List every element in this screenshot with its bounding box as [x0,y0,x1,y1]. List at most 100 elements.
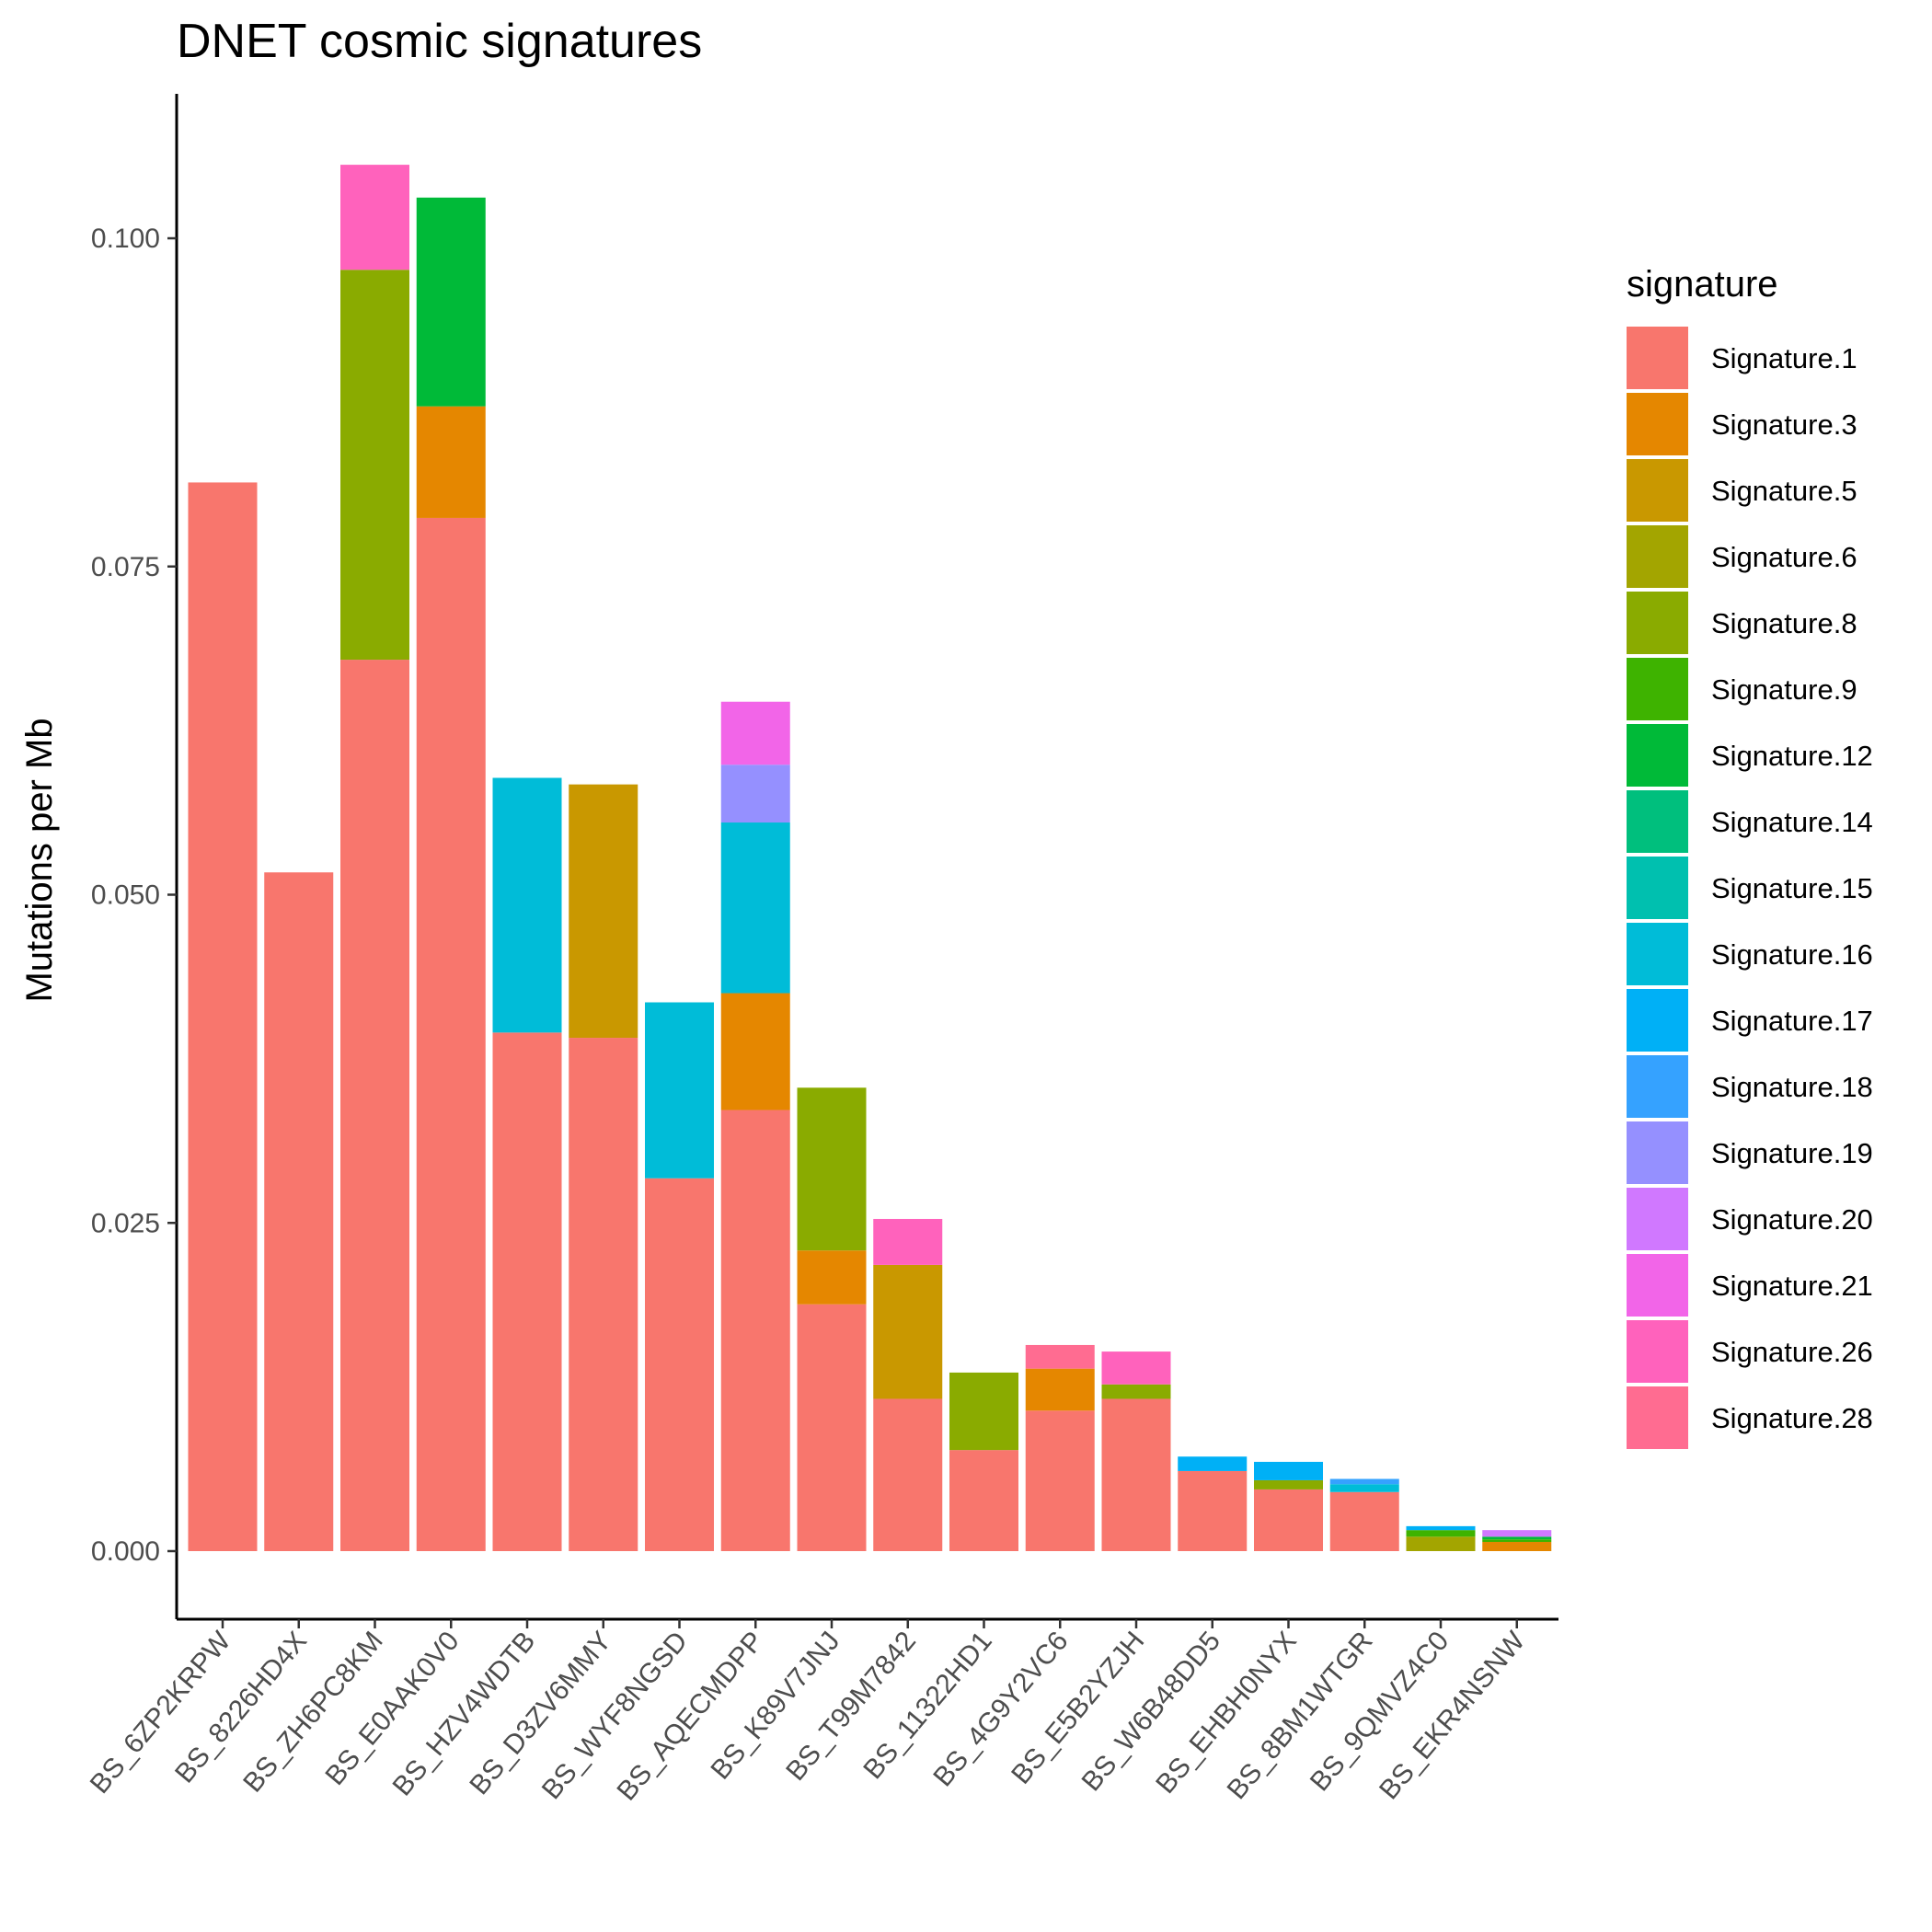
x-axis: BS_6ZP2KRPWBS_8226HD4XBS_ZH6PC8KMBS_E0AA… [85,1617,1558,1806]
bar-segment-BS_8BM1WTGR-Signature.18 [1329,1478,1399,1485]
legend-label: Signature.19 [1711,1137,1873,1169]
bar-segment-BS_WYF8NGSD-Signature.1 [645,1178,714,1551]
bar-segment-BS_T99M7842-Signature.26 [873,1218,943,1265]
y-axis: 0.000 0.025 0.050 0.075 0.100 [91,94,178,1619]
x-tick-label: BS_9QMVZ4C0 [1305,1626,1455,1797]
bar-segment-BS_11322HD1-Signature.8 [949,1372,1018,1451]
legend-key [1627,923,1688,985]
bar-segment-BS_D3ZV6MMY-Signature.5 [569,784,638,1039]
bar-segment-BS_E0AAK0V0-Signature.3 [416,406,486,518]
bar-segment-BS_K89V7JNJ-Signature.1 [797,1304,867,1551]
legend-key [1627,393,1688,455]
bar-segment-BS_9QMVZ4C0-Signature.6 [1406,1536,1476,1551]
bar-segment-BS_AQECMDPP-Signature.21 [720,701,790,765]
x-tick-label: BS_D3ZV6MMY [464,1626,617,1800]
x-tick-label: BS_4G9Y2VC6 [927,1626,1074,1792]
x-tick-label: BS_8226HD4X [169,1626,313,1788]
bar-segment-BS_T99M7842-Signature.1 [873,1398,943,1551]
legend-label: Signature.15 [1711,872,1873,904]
x-tick-label: BS_E5B2YZJH [1006,1626,1150,1789]
x-tick-label: BS_ZH6PC8KM [237,1626,389,1798]
x-tick-label: BS_EHBH0NYX [1150,1626,1303,1800]
bar-segment-BS_ZH6PC8KM-Signature.8 [340,270,409,661]
x-tick-label: BS_WYF8NGSD [536,1626,694,1805]
bar-segment-BS_E5B2YZJH-Signature.26 [1101,1351,1171,1385]
legend-label: Signature.12 [1711,740,1873,772]
legend-key [1627,1386,1688,1449]
bar-segment-BS_AQECMDPP-Signature.3 [720,993,790,1110]
x-tick-label: BS_8BM1WTGR [1222,1626,1379,1805]
y-tick-label: 0.050 [91,880,160,911]
bar-segment-BS_E5B2YZJH-Signature.8 [1101,1384,1171,1399]
legend-key [1627,790,1688,853]
bar-segment-BS_EKR4NSNW-Signature.9 [1482,1539,1552,1543]
y-tick-label: 0.025 [91,1208,160,1238]
legend-key [1627,327,1688,389]
bar-segment-BS_HZV4WDTB-Signature.1 [492,1032,562,1551]
bar-segment-BS_W6B48DD5-Signature.17 [1178,1456,1248,1471]
bar-segment-BS_EHBH0NYX-Signature.1 [1254,1489,1323,1551]
legend-label: Signature.1 [1711,342,1857,374]
legend-key [1627,857,1688,919]
bar-segment-BS_4G9Y2VC6-Signature.1 [1025,1410,1095,1551]
bar-segment-BS_9QMVZ4C0-Signature.9 [1406,1530,1476,1537]
bar-segment-BS_EHBH0NYX-Signature.17 [1254,1461,1323,1480]
legend-key [1627,525,1688,588]
legend-label: Signature.16 [1711,938,1873,971]
plot-area [188,165,1552,1552]
legend-title: signature [1627,264,1778,305]
bar-segment-BS_6ZP2KRPW-Signature.1 [188,482,258,1551]
bar-segment-BS_EKR4NSNW-Signature.12 [1482,1536,1552,1540]
bar-segment-BS_EHBH0NYX-Signature.8 [1254,1479,1323,1489]
bar-segment-BS_T99M7842-Signature.5 [873,1264,943,1399]
legend-label: Signature.5 [1711,475,1857,507]
bar-segment-BS_ZH6PC8KM-Signature.1 [340,660,409,1551]
chart-title: DNET cosmic signatures [177,15,702,68]
bar-segment-BS_E5B2YZJH-Signature.1 [1101,1398,1171,1551]
legend-label: Signature.26 [1711,1336,1873,1368]
legend-key [1627,1254,1688,1317]
x-tick-label: BS_E0AAK0V0 [319,1626,465,1791]
legend-key [1627,1188,1688,1250]
x-tick-label: BS_HZV4WDTB [387,1626,542,1801]
bar-segment-BS_4G9Y2VC6-Signature.28 [1025,1344,1095,1369]
legend-label: Signature.9 [1711,673,1857,706]
bar-segment-BS_K89V7JNJ-Signature.8 [797,1087,867,1251]
legend-key [1627,989,1688,1052]
bar-segment-BS_EKR4NSNW-Signature.20 [1482,1530,1552,1537]
legend-label: Signature.3 [1711,408,1857,441]
y-tick-label: 0.075 [91,552,160,582]
bar-segment-BS_HZV4WDTB-Signature.16 [492,777,562,1033]
bar-segment-BS_8BM1WTGR-Signature.1 [1329,1491,1399,1551]
bar-segment-BS_4G9Y2VC6-Signature.3 [1025,1368,1095,1411]
bar-segment-BS_9QMVZ4C0-Signature.17 [1406,1525,1476,1531]
legend-key [1627,1320,1688,1383]
bar-segment-BS_W6B48DD5-Signature.1 [1178,1470,1248,1551]
legend-key [1627,724,1688,787]
bar-segment-BS_D3ZV6MMY-Signature.1 [569,1038,638,1551]
bar-segment-BS_11322HD1-Signature.1 [949,1450,1018,1551]
legend: signature Signature.1 Signature.3 Signatur… [1627,264,1873,1449]
y-tick-label: 0.000 [91,1536,160,1567]
bar-segment-BS_AQECMDPP-Signature.16 [720,822,790,994]
bar-segment-BS_WYF8NGSD-Signature.16 [645,1002,714,1179]
legend-label: Signature.8 [1711,607,1857,639]
bar-segment-BS_AQECMDPP-Signature.19 [720,765,790,823]
legend-key [1627,1055,1688,1118]
legend-key [1627,658,1688,720]
x-tick-label: BS_6ZP2KRPW [85,1626,237,1800]
x-tick-label: BS_W6B48DD5 [1076,1626,1227,1797]
x-tick-label: BS_EKR4NSNW [1374,1626,1531,1805]
bar-segment-BS_K89V7JNJ-Signature.3 [797,1250,867,1305]
legend-label: Signature.20 [1711,1203,1873,1236]
bar-segment-BS_8226HD4X-Signature.1 [264,872,334,1551]
bar-segment-BS_E0AAK0V0-Signature.12 [416,197,486,407]
legend-label: Signature.21 [1711,1270,1873,1302]
y-axis-title: Mutations per Mb [19,718,60,1002]
legend-label: Signature.17 [1711,1005,1873,1037]
legend-key [1627,1121,1688,1184]
legend-key [1627,592,1688,654]
legend-label: Signature.18 [1711,1071,1873,1103]
bar-segment-BS_ZH6PC8KM-Signature.26 [340,165,409,270]
